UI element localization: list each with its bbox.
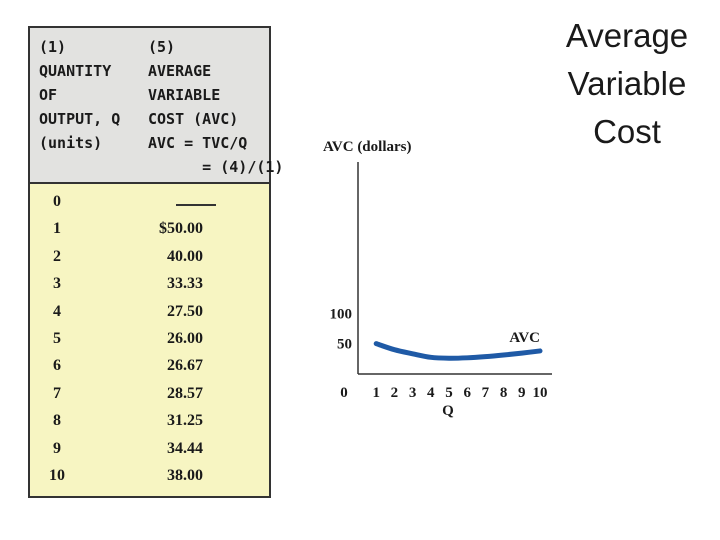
x-axis-label: Q <box>442 403 454 419</box>
table-row: 3 33.33 <box>30 275 269 302</box>
table-row: 1 $50.00 <box>30 220 269 247</box>
x-tick-label: 10 <box>533 385 548 401</box>
x-tick-label: 0 <box>340 385 348 401</box>
quantity-cell: 6 <box>53 357 61 375</box>
avc-cell: 26.00 <box>167 330 203 347</box>
table-row: 6 26.67 <box>30 357 269 384</box>
avc-cell: $50.00 <box>159 220 203 238</box>
table-row: 10 38.00 <box>30 467 269 494</box>
avc-series-label: AVC <box>509 330 540 346</box>
y-tick-label: 100 <box>330 306 353 322</box>
y-axis-label: AVC (dollars) <box>323 139 411 155</box>
table-row: 0 <box>30 193 269 220</box>
avc-cell: 31.25 <box>167 412 203 430</box>
quantity-cell: 0 <box>53 193 61 210</box>
avc-cell: 27.50 <box>167 302 203 320</box>
table-row: 8 31.25 <box>30 412 269 439</box>
quantity-cell: 3 <box>53 275 61 293</box>
quantity-cell: 8 <box>53 412 61 430</box>
table-row: 7 28.57 <box>30 385 269 412</box>
avc-column-header: (5) AVERAGE VARIABLE COST (AVC) AVC = TV… <box>148 38 284 176</box>
table-row: 5 26.00 <box>30 330 269 357</box>
avc-table: (1) QUANTITY OF OUTPUT, Q (units) (5) AV… <box>28 26 283 498</box>
x-tick-label: 4 <box>427 385 435 401</box>
quantity-cell: 2 <box>53 247 61 265</box>
y-tick-label: 50 <box>337 337 352 353</box>
table-header: (1) QUANTITY OF OUTPUT, Q (units) (5) AV… <box>30 28 283 184</box>
quantity-cell: 9 <box>53 439 61 457</box>
avc-cell: 33.33 <box>167 275 203 293</box>
avc-cell: 26.67 <box>167 357 203 375</box>
quantity-cell: 5 <box>53 330 61 347</box>
quantity-cell: 7 <box>53 384 61 402</box>
quantity-cell: 10 <box>49 467 65 484</box>
x-tick-label: 2 <box>391 385 399 401</box>
slide-title: Average Variable Cost <box>565 17 689 150</box>
x-tick-label: 6 <box>463 385 471 401</box>
quantity-cell: 1 <box>53 220 61 238</box>
x-tick-label: 1 <box>372 385 380 401</box>
avc-cell: 28.57 <box>167 384 203 402</box>
table-row: 2 40.00 <box>30 248 269 275</box>
x-tick-label: 8 <box>500 385 508 401</box>
avc-curve <box>373 341 543 361</box>
avc-cell: 34.44 <box>167 439 203 457</box>
no-value-dash <box>176 204 216 206</box>
avc-cell: 40.00 <box>167 247 203 265</box>
avc-cell: 38.00 <box>167 467 203 484</box>
quantity-column-header: (1) QUANTITY OF OUTPUT, Q (units) <box>39 38 121 152</box>
x-tick-label: 9 <box>518 385 526 401</box>
table-row: 9 34.44 <box>30 440 269 467</box>
x-tick-label: 5 <box>445 385 453 401</box>
quantity-cell: 4 <box>53 302 61 320</box>
x-tick-label: 3 <box>409 385 417 401</box>
x-tick-label: 7 <box>482 385 490 401</box>
table-row: 4 27.50 <box>30 303 269 330</box>
